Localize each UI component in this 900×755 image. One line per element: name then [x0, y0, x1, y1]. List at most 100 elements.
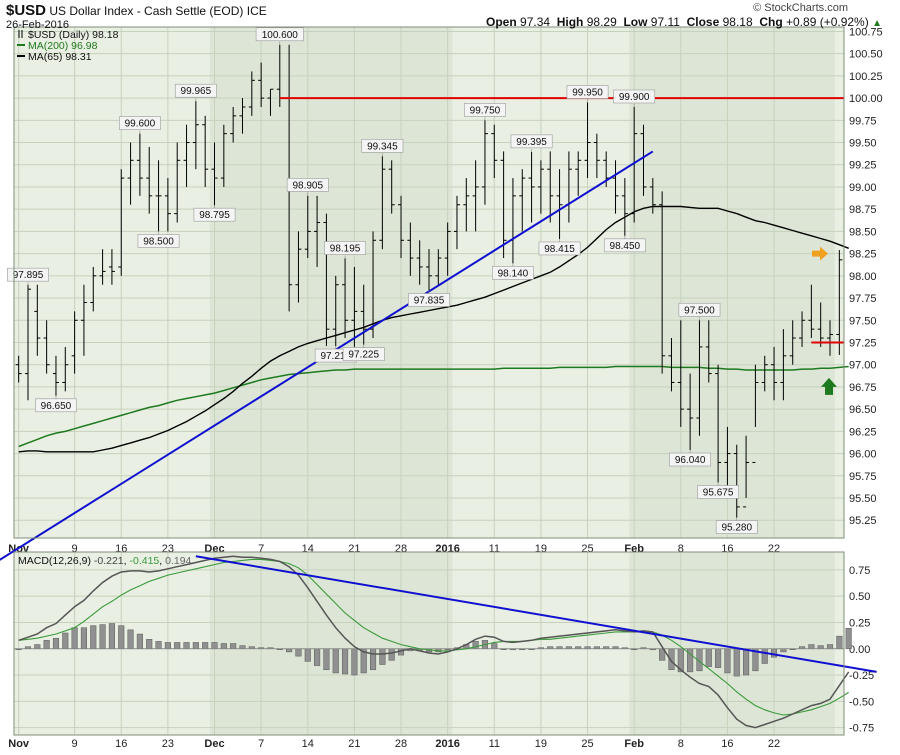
price-shaded-band: [629, 27, 835, 538]
xtick-label: 16: [721, 543, 733, 555]
ohlc-bar: [211, 142, 218, 206]
xtick-label: Dec: [204, 738, 224, 750]
annotation-label: 99.900: [619, 92, 650, 103]
xtick-label: 22: [768, 738, 780, 750]
ohlc-bar: [90, 266, 97, 312]
ohlc-bar: [743, 435, 750, 508]
ohlc-bar: [80, 284, 87, 356]
annotation-box: [174, 83, 217, 98]
xtick-label: 21: [348, 738, 360, 750]
price-ytick-label: 97.00: [849, 360, 877, 372]
annotation-label: 99.395: [516, 137, 547, 148]
macd-histogram-bar: [491, 643, 498, 650]
ohlc-bar: [659, 191, 666, 374]
ohlc-bar: [379, 156, 386, 250]
open-value: 97.34: [520, 15, 551, 29]
up-arrow-icon: ▲: [872, 18, 882, 29]
ohlc-bar: [453, 195, 460, 250]
macd-histogram-bar: [379, 648, 386, 665]
macd-histogram-bar: [817, 645, 824, 650]
xtick-label: 14: [302, 543, 314, 555]
annotation-label: 98.415: [544, 244, 575, 255]
annotation-label: 96.650: [41, 401, 72, 412]
ohlc-bar: [481, 120, 488, 205]
ohlc-bar: [780, 329, 787, 401]
price-ytick-label: 99.00: [849, 182, 877, 194]
annotation-box: [137, 234, 180, 248]
macd-ytick-label: 0.00: [849, 644, 870, 656]
annotation-box: [408, 293, 450, 307]
macd-ytick-label: -0.25: [849, 670, 874, 682]
ohlc-bar: [752, 364, 759, 463]
chart-date: 26-Feb-2016: [6, 19, 69, 31]
annotation-label: 99.750: [470, 105, 501, 116]
macd-ytick-label: 0.50: [849, 591, 870, 603]
exchange-label: ICE: [246, 4, 267, 18]
ohlc-bar: [295, 231, 302, 303]
ohlc-bar: [416, 240, 423, 285]
xtick-label: Dec: [204, 543, 224, 555]
macd-histogram-bar: [342, 648, 349, 675]
xtick-label: 25: [581, 543, 593, 555]
ohlc-bar: [621, 178, 628, 236]
macd-panel-border: [13, 551, 845, 736]
macd-ytick-label: 0.75: [849, 565, 870, 577]
macd-legend-part: -0.415: [129, 555, 159, 567]
macd-histogram-bar: [836, 635, 843, 650]
price-ytick-label: 98.00: [849, 271, 877, 283]
price-ytick-label: 97.50: [849, 315, 877, 327]
ohlc-bar: [649, 178, 656, 214]
macd-histogram-bar: [733, 648, 740, 677]
chg-label: Chg: [759, 15, 783, 29]
xtick-label: 7: [258, 543, 264, 555]
macd-histogram-bar: [826, 644, 834, 650]
annotation-label: 99.950: [572, 88, 603, 99]
macd-histogram-bar: [34, 644, 41, 650]
ohlc-bar: [314, 195, 321, 267]
annotation-label: 98.500: [143, 236, 174, 247]
ohlc-bar: [332, 275, 339, 347]
macd-histogram-bar: [771, 648, 778, 658]
ohlc-bar: [519, 169, 526, 232]
ohlc-bar: [426, 249, 432, 291]
ohlc-bar: [556, 169, 563, 239]
ohlc-bar: [99, 249, 106, 285]
ohlc-bar: [584, 102, 591, 179]
ohlc-bar: [575, 151, 582, 196]
price-ytick-label: 98.75: [849, 204, 877, 216]
macd-histogram-bar: [90, 625, 97, 650]
annotation-box: [678, 302, 721, 317]
ohlc-bar: [351, 266, 358, 347]
ohlc-bar: [136, 133, 143, 196]
chg-value: +0.89 (+0.92%): [786, 15, 869, 29]
macd-histogram-bar: [332, 648, 339, 674]
ohlc-bar: [118, 169, 125, 276]
macd-histogram-bar: [715, 648, 722, 668]
ohlc-bar: [733, 444, 740, 518]
price-ytick-label: 98.50: [849, 226, 877, 238]
ohlc-bar: [183, 124, 190, 187]
macd-histogram-bar: [369, 648, 377, 671]
ohlc-bar: [239, 98, 246, 134]
xtick-label: 16: [115, 543, 127, 555]
annotation-label: 98.450: [610, 241, 641, 252]
ma200-line: [18, 365, 849, 448]
open-label: Open: [486, 15, 517, 29]
quote-summary: Open 97.34 High 98.29 Low 97.11 Close 98…: [486, 15, 882, 29]
ohlc-bar: [15, 355, 22, 383]
ohlc-bar: [24, 284, 31, 401]
macd-histogram-bar: [202, 642, 209, 650]
macd-histogram-bar: [230, 643, 237, 650]
annotation-label: 99.965: [181, 86, 212, 97]
ohlc-bar: [164, 178, 171, 232]
ohlc-bar: [761, 355, 768, 392]
ohlc-bar: [108, 249, 115, 285]
ohlc-bar: [593, 133, 600, 179]
ohlc-bar: [258, 62, 265, 107]
price-ytick-label: 99.25: [849, 160, 877, 172]
ohlc-bar: [472, 160, 479, 232]
annotation-box: [324, 241, 366, 255]
high-value: 98.29: [586, 15, 617, 29]
macd-histogram-bar: [705, 648, 712, 667]
xtick-label: Feb: [624, 738, 644, 750]
